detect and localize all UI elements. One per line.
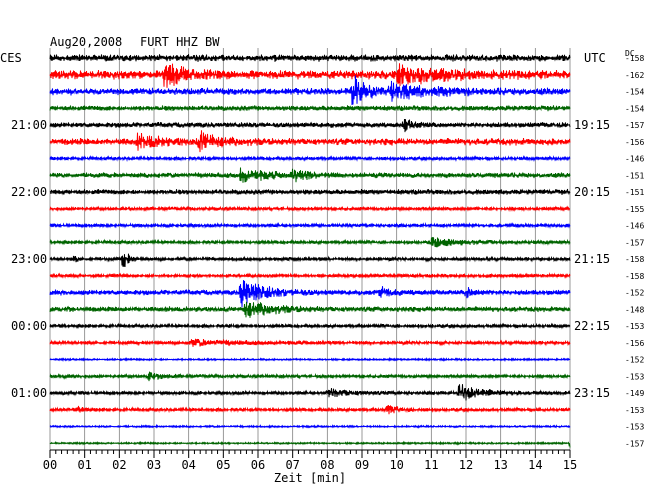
- x-tick-label: 07: [285, 458, 299, 472]
- seismic-trace-18: [49, 356, 571, 363]
- seismic-trace-21: [49, 405, 571, 415]
- seismic-trace-6: [49, 154, 571, 163]
- dc-offset-label: -158: [625, 54, 644, 63]
- dc-offset-label: -151: [625, 171, 644, 180]
- dc-offset-label: -156: [625, 138, 644, 147]
- x-tick-label: 13: [493, 458, 507, 472]
- seismic-trace-22: [49, 423, 571, 430]
- dc-offset-label: -153: [625, 322, 644, 331]
- seismic-trace-12: [49, 253, 571, 268]
- seismic-trace-15: [49, 301, 571, 318]
- left-time-label: 01:00: [11, 386, 47, 400]
- dc-offset-label: -154: [625, 88, 644, 97]
- x-tick-label: 10: [389, 458, 403, 472]
- right-time-label: 22:15: [574, 319, 610, 333]
- dc-offset-label: -156: [625, 339, 644, 348]
- dc-offset-label: -157: [625, 238, 644, 247]
- dc-offset-label: -153: [625, 406, 644, 415]
- dc-offset-label: -146: [625, 222, 644, 231]
- dc-offset-label: -146: [625, 155, 644, 164]
- dc-label: DC: [625, 49, 635, 58]
- seismic-trace-2: [49, 75, 571, 106]
- dc-offset-label: -149: [625, 389, 644, 398]
- dc-offset-label: -151: [625, 188, 644, 197]
- seismic-trace-3: [49, 104, 571, 112]
- seismic-trace-0: [49, 54, 571, 62]
- seismic-trace-7: [49, 167, 571, 183]
- dc-offset-label: -152: [625, 289, 644, 298]
- right-time-label: 19:15: [574, 118, 610, 132]
- seismic-trace-11: [49, 237, 571, 248]
- x-tick-label: 09: [355, 458, 369, 472]
- seismic-trace-9: [49, 205, 571, 213]
- header-station: FURT HHZ BW: [140, 35, 220, 49]
- x-tick-label: 01: [77, 458, 91, 472]
- seismic-trace-20: [49, 384, 571, 401]
- seismic-trace-8: [49, 188, 571, 196]
- seismic-trace-17: [49, 338, 571, 347]
- grid: [49, 48, 571, 458]
- label-group: 00 01 02 03 04 05 06 07 08 09 10 11 12 13 14 15 -158 -162…: [11, 54, 644, 472]
- x-tick-label: 00: [43, 458, 57, 472]
- x-tick-label: 15: [563, 458, 577, 472]
- dc-offset-label: -157: [625, 439, 644, 448]
- seismic-trace-10: [49, 222, 571, 230]
- x-tick-label: 08: [320, 458, 334, 472]
- seismic-trace-23: [49, 440, 571, 448]
- dc-offset-label: -153: [625, 423, 644, 432]
- left-time-label: 23:00: [11, 252, 47, 266]
- dc-offset-label: -158: [625, 255, 644, 264]
- dc-offset-label: -158: [625, 272, 644, 281]
- trace-group: [49, 54, 571, 448]
- dc-offset-label: -153: [625, 372, 644, 381]
- x-axis-title: Zeit [min]: [274, 471, 346, 485]
- x-tick-label: 14: [528, 458, 542, 472]
- seismic-trace-5: [49, 130, 571, 153]
- x-tick-label: 05: [216, 458, 230, 472]
- left-time-label: 21:00: [11, 118, 47, 132]
- dc-offset-label: -162: [625, 71, 644, 80]
- x-tick-label: 11: [424, 458, 438, 472]
- seismic-trace-4: [49, 118, 571, 133]
- left-zone-label: CES: [0, 51, 22, 65]
- seismic-trace-13: [49, 272, 571, 280]
- dc-offset-label: -148: [625, 305, 644, 314]
- right-zone-label: UTC: [584, 51, 606, 65]
- right-time-label: 20:15: [574, 185, 610, 199]
- seismic-trace-19: [49, 371, 571, 382]
- dc-offset-label: -154: [625, 104, 644, 113]
- right-time-label: 21:15: [574, 252, 610, 266]
- dc-offset-label: -152: [625, 356, 644, 365]
- seismic-trace-16: [49, 322, 571, 330]
- x-tick-label: 04: [181, 458, 195, 472]
- x-tick-label: 03: [147, 458, 161, 472]
- seismic-trace-14: [49, 280, 571, 308]
- x-tick-label: 02: [112, 458, 126, 472]
- dc-offset-label: -157: [625, 121, 644, 130]
- left-time-label: 00:00: [11, 319, 47, 333]
- x-tick-label: 06: [251, 458, 265, 472]
- left-time-label: 22:00: [11, 185, 47, 199]
- right-time-label: 23:15: [574, 386, 610, 400]
- header-date: Aug20,2008: [50, 35, 122, 49]
- seismic-trace-1: [49, 63, 571, 88]
- x-tick-label: 12: [459, 458, 473, 472]
- dc-offset-label: -155: [625, 205, 644, 214]
